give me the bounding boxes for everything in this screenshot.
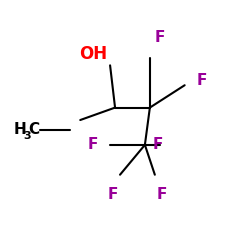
Text: OH: OH [80,45,108,63]
Text: F: F [87,138,98,152]
Text: F: F [108,187,118,202]
Text: F: F [155,30,165,46]
Text: 3: 3 [23,131,31,141]
Text: H: H [13,122,26,138]
Text: F: F [152,138,163,152]
Text: F: F [197,73,207,88]
Text: F: F [157,187,168,202]
Text: C: C [28,122,39,138]
